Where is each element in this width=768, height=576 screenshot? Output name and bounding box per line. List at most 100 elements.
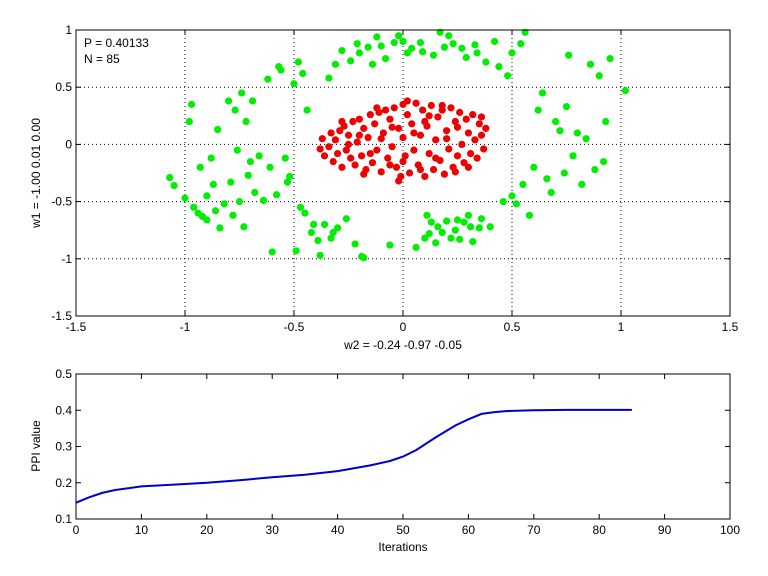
scatter-point [403, 97, 411, 105]
scatter-series [166, 28, 629, 262]
scatter-point [421, 117, 429, 126]
scatter-point [246, 157, 254, 166]
scatter-point [225, 97, 233, 105]
scatter-point [233, 146, 241, 154]
line-y-axis-label: PPI value [29, 420, 43, 472]
scatter-point [602, 117, 610, 126]
scatter-point [344, 140, 353, 148]
scatter-point [621, 87, 629, 95]
scatter-point [368, 60, 377, 68]
scatter-point [486, 223, 494, 231]
line-plot: 0 10 20 30 40 50 60 70 80 90 100 0.1 0.2 0.3 0.4 0.5 I… [29, 367, 740, 554]
scatter-point [334, 149, 342, 158]
scatter-point [410, 129, 418, 137]
scatter-point [381, 55, 390, 63]
scatter-point [286, 172, 294, 181]
scatter-point [595, 72, 603, 80]
scatter-point [399, 133, 407, 142]
scatter-point [344, 131, 353, 139]
scatter-x-axis-label: w2 = -0.24 -0.97 -0.05 [343, 338, 462, 352]
scatter-x-tick-label: -0.5 [284, 320, 305, 334]
scatter-point [395, 177, 403, 185]
scatter-point [458, 140, 466, 148]
scatter-y-tick-label: -0.5 [51, 195, 72, 209]
scatter-point [471, 136, 479, 144]
scatter-point [196, 163, 204, 171]
scatter-point [464, 211, 472, 219]
scatter-point [268, 248, 276, 256]
scatter-point [403, 49, 411, 57]
scatter-point [495, 63, 503, 71]
scatter-point [211, 207, 220, 215]
scatter-x-tick-label: 1.5 [722, 320, 739, 334]
scatter-point [220, 200, 228, 208]
line-x-tick-label: 70 [527, 523, 541, 537]
scatter-point [203, 192, 211, 200]
scatter-point [325, 143, 333, 151]
stat-line-p: P = 0.40133 [84, 36, 149, 50]
scatter-point [316, 251, 324, 259]
scatter-point [366, 149, 374, 158]
line-x-tick-label: 40 [331, 523, 345, 537]
scatter-point [386, 115, 394, 123]
scatter-point [443, 135, 451, 143]
scatter-point [473, 154, 481, 162]
line-x-tick-label: 60 [462, 523, 476, 537]
scatter-point [259, 196, 268, 205]
scatter-point [425, 230, 433, 238]
scatter-point [336, 127, 344, 135]
scatter-point [329, 228, 337, 237]
scatter-point [423, 211, 431, 219]
scatter-point [473, 49, 481, 57]
scatter-point [416, 38, 425, 47]
line-y-ticks: 0.1 0.2 0.3 0.4 0.5 [55, 367, 730, 526]
scatter-point [432, 239, 440, 247]
scatter-point [421, 234, 429, 242]
scatter-point [482, 58, 490, 66]
scatter-point [334, 224, 342, 232]
scatter-point [303, 106, 311, 114]
scatter-point [355, 131, 363, 139]
scatter-point [432, 136, 440, 144]
scatter-point [556, 127, 564, 135]
scatter-point [451, 117, 459, 126]
scatter-point [207, 154, 215, 162]
scatter-y-ticks: -1.5 -1 -0.5 0 0.5 1 [51, 23, 730, 323]
scatter-point [203, 216, 211, 224]
scatter-point [307, 228, 316, 237]
scatter-point [508, 49, 516, 57]
scatter-point [447, 104, 455, 112]
scatter-point [429, 165, 438, 174]
scatter-point [434, 223, 442, 231]
scatter-point [231, 106, 239, 114]
scatter-point [434, 113, 442, 121]
scatter-point [408, 120, 416, 128]
scatter-point [283, 178, 292, 186]
line-x-tick-label: 0 [73, 523, 80, 537]
scatter-point [368, 159, 377, 167]
scatter-point [475, 224, 483, 232]
scatter-point [229, 211, 237, 219]
scatter-point [316, 145, 324, 153]
scatter-point [338, 46, 346, 55]
scatter-point [399, 157, 407, 166]
line-x-tick-label: 90 [658, 523, 672, 537]
scatter-point [438, 228, 446, 237]
scatter-point [458, 44, 466, 52]
scatter-point [373, 146, 381, 154]
scatter-point [353, 40, 361, 48]
line-y-tick-label: 0.1 [55, 512, 72, 526]
scatter-point [266, 163, 274, 171]
scatter-point [342, 215, 350, 223]
scatter-y-tick-label: 1 [65, 23, 72, 37]
scatter-point [360, 124, 368, 132]
scatter-point [381, 106, 390, 114]
scatter-point [392, 163, 401, 171]
scatter-point [504, 72, 512, 80]
scatter-point [272, 191, 281, 199]
scatter-point [296, 203, 305, 211]
line-y-tick-label: 0.4 [55, 403, 72, 417]
scatter-point [469, 111, 477, 119]
scatter-point [399, 37, 407, 46]
scatter-point [425, 149, 433, 158]
